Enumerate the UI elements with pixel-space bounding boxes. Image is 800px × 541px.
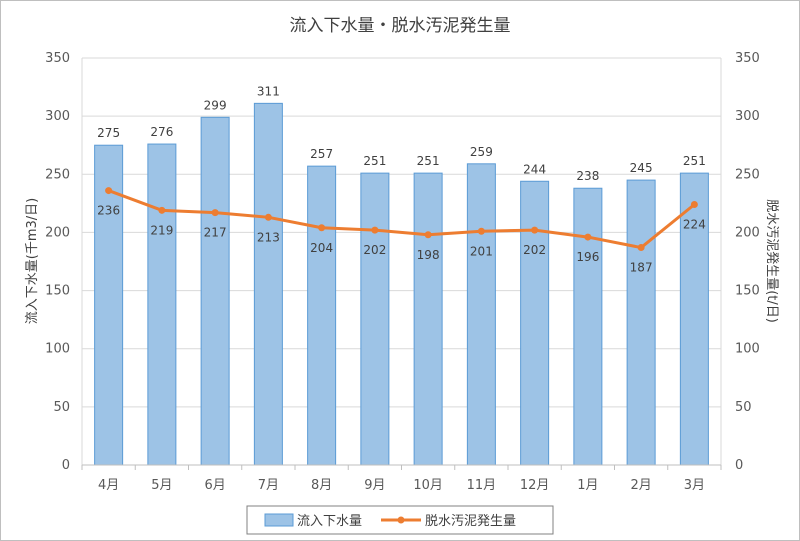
line-point (264, 213, 272, 221)
line-data-label: 224 (683, 218, 706, 232)
line-point (211, 209, 219, 217)
x-tick-label: 6月 (204, 478, 225, 493)
y-right-tick-label: 150 (735, 284, 760, 299)
y-left-tick-label: 350 (45, 51, 70, 66)
bar-data-label: 299 (204, 98, 227, 112)
line-data-label: 236 (97, 204, 120, 218)
bar-data-label: 238 (576, 169, 599, 183)
bar-data-label: 245 (630, 161, 653, 175)
bar-data-label: 251 (363, 154, 386, 168)
legend-label-line: 脱水汚泥発生量 (425, 514, 516, 529)
line-data-label: 219 (150, 223, 173, 237)
bar (413, 172, 443, 466)
x-tick-label: 10月 (413, 478, 443, 493)
bar (94, 144, 124, 466)
y-left-tick-label: 0 (62, 458, 70, 473)
line-point (637, 244, 645, 252)
line-point (371, 226, 379, 234)
line-data-label: 198 (417, 248, 440, 262)
bar (626, 179, 656, 466)
x-tick-label: 7月 (258, 478, 279, 493)
line-data-label: 213 (257, 230, 280, 244)
x-tick-label: 3月 (684, 478, 705, 493)
x-tick-label: 9月 (364, 478, 385, 493)
bar-data-label: 275 (97, 126, 120, 140)
y-left-tick-label: 250 (45, 167, 70, 182)
line-point (531, 226, 539, 234)
x-tick-label: 8月 (311, 478, 332, 493)
x-tick-label: 5月 (151, 478, 172, 493)
y-right-tick-label: 50 (735, 400, 752, 415)
bar (520, 180, 550, 466)
line-data-label: 196 (576, 250, 599, 264)
y-right-tick-label: 300 (735, 109, 760, 124)
line-point (690, 201, 698, 209)
line-point (158, 206, 166, 214)
line-data-label: 204 (310, 241, 333, 255)
y-left-tick-label: 50 (53, 400, 70, 415)
bar (253, 102, 283, 466)
line-data-label: 202 (363, 243, 386, 257)
x-tick-label: 2月 (630, 478, 651, 493)
y-right-tick-label: 0 (735, 458, 743, 473)
x-tick-label: 12月 (520, 478, 550, 493)
line-point (318, 224, 326, 232)
x-tick-label: 4月 (98, 478, 119, 493)
line-point (477, 227, 485, 235)
gridlines (82, 57, 721, 466)
bar (466, 163, 496, 466)
line-data-label: 187 (630, 261, 653, 275)
y-right-tick-label: 350 (735, 51, 760, 66)
bar-data-label: 251 (417, 154, 440, 168)
bar (147, 143, 177, 466)
bar-data-label: 276 (150, 125, 173, 139)
y-left-tick-label: 200 (45, 225, 70, 240)
bar-data-label: 244 (523, 162, 546, 176)
line-point (105, 187, 113, 195)
bar (360, 172, 390, 466)
line-series (105, 187, 698, 252)
bar-data-label: 259 (470, 145, 493, 159)
bar (200, 116, 230, 466)
line-path (108, 189, 696, 250)
chart-title: 流入下水量・脱水汚泥発生量 (290, 16, 511, 36)
bar-data-label: 257 (310, 147, 333, 161)
legend: 流入下水量 脱水汚泥発生量 (246, 505, 554, 535)
data-labels: 275 276 299 311 257 251 251 259 244 238 245 251 236 2… (97, 84, 706, 274)
bar (307, 165, 337, 466)
y-left-tick-label: 100 (45, 342, 70, 357)
y-axis-right-title: 脱水汚泥発生量(t/日) (764, 199, 779, 323)
axes: 0 0 50 50 100 100 150 150 200 200 250 250 300 300 350 3… (45, 51, 760, 493)
y-right-tick-label: 100 (735, 342, 760, 357)
legend-swatch-marker (397, 516, 405, 524)
x-tick-label: 11月 (467, 478, 497, 493)
y-right-tick-label: 250 (735, 167, 760, 182)
line-point (424, 231, 432, 239)
legend-swatch-bar (264, 513, 294, 527)
line-data-label: 202 (523, 243, 546, 257)
bar-data-label: 251 (683, 154, 706, 168)
y-right-tick-label: 200 (735, 225, 760, 240)
line-point (584, 233, 592, 241)
y-left-tick-label: 150 (45, 284, 70, 299)
x-tick-label: 1月 (577, 478, 598, 493)
line-data-label: 217 (204, 226, 227, 240)
line-data-label: 201 (470, 244, 493, 258)
bar-data-label: 311 (257, 84, 280, 98)
legend-label-bar: 流入下水量 (297, 514, 362, 529)
y-left-tick-label: 300 (45, 109, 70, 124)
bar-series (94, 102, 709, 466)
bar (573, 187, 603, 466)
y-axis-left-title: 流入下水量(千m3/日) (25, 198, 40, 324)
